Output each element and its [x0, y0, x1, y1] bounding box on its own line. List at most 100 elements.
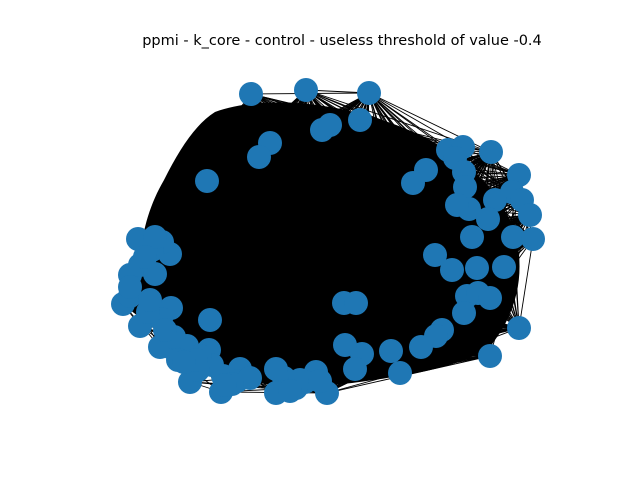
graph-edge: [208, 297, 491, 351]
graph-node: [478, 286, 502, 310]
graph-node: [308, 369, 332, 393]
graph-edge: [283, 186, 466, 379]
graph-node: [423, 243, 447, 267]
graph-edge: [139, 302, 357, 327]
graph-node: [344, 291, 368, 315]
graph-node: [507, 316, 531, 340]
graph-edge: [144, 256, 321, 382]
graph-edge: [466, 199, 523, 297]
graph-edge: [208, 292, 479, 351]
graph-edge: [258, 149, 449, 158]
graph-node: [401, 171, 425, 195]
graph-edge: [206, 180, 357, 304]
graph-edge: [343, 236, 514, 304]
graph-edge: [154, 236, 345, 304]
graph-node: [521, 227, 545, 251]
graph-node: [213, 373, 237, 397]
graph-node: [118, 275, 142, 299]
graph-edge: [151, 249, 321, 382]
graph-edge: [169, 253, 321, 382]
graph-edge: [489, 266, 505, 357]
graph-edge: [326, 346, 422, 394]
graph-edge: [169, 89, 307, 255]
graph-edge: [137, 238, 437, 337]
graph-node: [143, 225, 167, 249]
graph-edge: [206, 89, 307, 182]
graph-node: [357, 81, 381, 105]
graph-node: [133, 245, 157, 269]
graph-node: [518, 203, 542, 227]
graph-node: [465, 256, 489, 280]
graph-edge: [195, 302, 357, 361]
graph-node: [452, 301, 476, 325]
graph-node: [198, 308, 222, 332]
graph-node: [409, 335, 433, 359]
graph-node: [333, 333, 357, 357]
graph-edge: [518, 238, 534, 329]
graph-edge: [183, 267, 478, 363]
graph-edge: [199, 295, 468, 357]
graph-edge: [149, 299, 357, 304]
graph-edge: [154, 89, 307, 238]
graph-node: [343, 357, 367, 381]
graph-edge: [154, 146, 464, 238]
graph-node: [460, 225, 484, 249]
graph-node: [264, 357, 288, 381]
graph-node: [476, 207, 500, 231]
graph-edge: [129, 295, 443, 331]
graph-node: [278, 379, 302, 403]
graph-edge: [355, 182, 414, 304]
graph-node: [247, 145, 271, 169]
graph-edge: [164, 129, 323, 331]
graph-edge: [199, 171, 465, 357]
graph-edge: [249, 146, 464, 379]
graph-node: [501, 225, 525, 249]
graph-edge: [137, 146, 464, 240]
graph-edge: [171, 302, 345, 349]
graph-edge: [359, 119, 449, 151]
node-layer: [111, 78, 545, 405]
graph-edge: [169, 182, 414, 255]
graph-edge: [137, 93, 252, 240]
graph-node: [294, 78, 318, 102]
graph-node: [172, 350, 196, 374]
graph-node: [153, 318, 177, 342]
graph-node: [195, 169, 219, 193]
graph-node: [453, 175, 477, 199]
chart-title: ppmi - k_core - control - useless thresh…: [142, 33, 542, 49]
graph-edge: [222, 93, 252, 377]
graph-edge: [512, 236, 520, 329]
graph-node: [483, 188, 507, 212]
graph-edge: [160, 318, 317, 373]
graph-edge: [177, 186, 466, 361]
graph-edge: [139, 204, 458, 327]
graph-edge: [295, 169, 427, 389]
graph-edge: [220, 186, 466, 393]
graph-node: [492, 255, 516, 279]
graph-node: [445, 193, 469, 217]
graph-edge: [329, 124, 356, 370]
graph-node: [388, 361, 412, 385]
graph-edge: [186, 142, 271, 347]
graph-edge: [195, 297, 491, 361]
graph-edge: [368, 92, 464, 148]
graph-edge: [476, 191, 513, 269]
graph-node: [138, 288, 162, 312]
graph-node: [379, 339, 403, 363]
graph-edge: [129, 157, 456, 276]
graph-node: [239, 82, 263, 106]
graph-edge: [355, 302, 520, 329]
graph-edge: [149, 218, 489, 301]
graph-edge: [139, 218, 489, 266]
graph-edge: [289, 171, 465, 392]
graph-edge: [329, 124, 520, 176]
graph-node: [479, 140, 503, 164]
graph-edge: [315, 169, 427, 373]
graph-node: [318, 113, 342, 137]
graph-edge: [368, 92, 449, 151]
graph-edge: [326, 372, 401, 394]
graph-edge: [269, 142, 356, 370]
graph-edge: [144, 256, 479, 294]
graph-edge: [161, 241, 478, 269]
